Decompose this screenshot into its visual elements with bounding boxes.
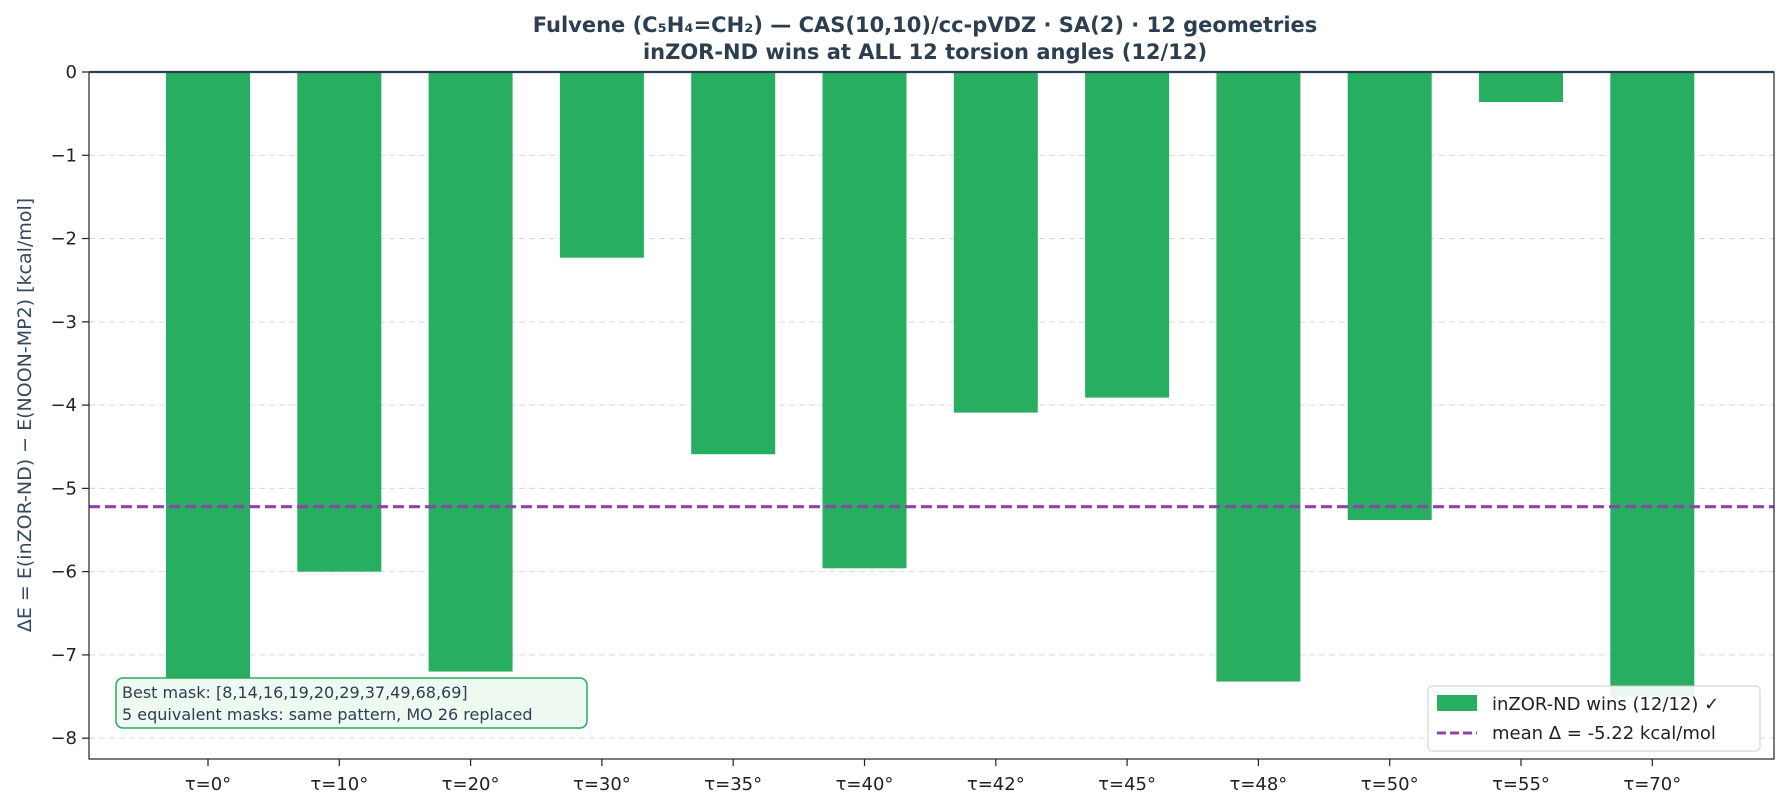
legend-label-mean: mean Δ = -5.22 kcal/mol xyxy=(1492,723,1716,744)
y-tick-label: 0 xyxy=(66,62,77,83)
legend-frame xyxy=(1427,685,1761,752)
x-tick-label: τ=45° xyxy=(1098,774,1156,795)
x-tick-label: τ=30° xyxy=(573,774,631,795)
bar xyxy=(297,72,382,572)
legend: inZOR-ND wins (12/12) ✓ mean Δ = -5.22 k… xyxy=(1427,685,1761,752)
y-tick-label: −7 xyxy=(50,645,77,666)
annotation-line-2: 5 equivalent masks: same pattern, MO 26 … xyxy=(122,705,533,724)
bar xyxy=(822,72,907,569)
bar xyxy=(1479,72,1563,102)
y-tick-label: −8 xyxy=(50,728,77,749)
y-tick-label: −2 xyxy=(50,229,77,250)
bar xyxy=(1216,72,1301,682)
y-tick-label: −1 xyxy=(50,145,77,166)
bar xyxy=(1610,72,1695,697)
x-tick-label: τ=40° xyxy=(836,774,894,795)
x-tick-label: τ=0° xyxy=(185,774,231,795)
chart-subtitle: inZOR-ND wins at ALL 12 torsion angles (… xyxy=(643,40,1207,64)
y-tick-label: −4 xyxy=(50,395,77,416)
bar xyxy=(559,72,644,258)
legend-swatch-bars xyxy=(1437,695,1477,711)
chart-title: Fulvene (C₅H₄=CH₂) — CAS(10,10)/cc-pVDZ … xyxy=(533,13,1318,37)
bars xyxy=(166,72,1695,697)
x-tick-label: τ=42° xyxy=(967,774,1025,795)
x-tick-label: τ=55° xyxy=(1492,774,1550,795)
x-tick-label: τ=70° xyxy=(1623,774,1681,795)
bar xyxy=(166,72,250,697)
y-axis-ticks: 0 −1 −2 −3 −4 −5 −6 −7 −8 xyxy=(50,62,89,749)
bar xyxy=(953,72,1038,413)
bar xyxy=(691,72,776,455)
bar xyxy=(428,72,513,672)
x-tick-label: τ=50° xyxy=(1361,774,1419,795)
annotation-frame xyxy=(115,677,588,729)
annotation-line-1: Best mask: [8,14,16,19,20,29,37,49,68,69… xyxy=(122,683,468,702)
y-tick-label: −3 xyxy=(50,312,77,333)
annotation-box: Best mask: [8,14,16,19,20,29,37,49,68,69… xyxy=(115,677,588,729)
bar xyxy=(1347,72,1432,521)
x-tick-label: τ=35° xyxy=(704,774,762,795)
x-tick-label: τ=20° xyxy=(442,774,500,795)
legend-label-bars: inZOR-ND wins (12/12) ✓ xyxy=(1492,694,1719,715)
x-tick-label: τ=10° xyxy=(310,774,368,795)
y-tick-label: −5 xyxy=(50,478,77,499)
bar xyxy=(1085,72,1170,398)
y-axis-label: ΔE = E(inZOR-ND) − E(NOON-MP2) [kcal/mol… xyxy=(14,198,36,632)
x-tick-label: τ=48° xyxy=(1229,774,1287,795)
x-axis-ticks: τ=0° τ=10° τ=20° τ=30° τ=35° τ=40° τ=42° τ=45° τ… xyxy=(185,759,1681,795)
y-tick-label: −6 xyxy=(50,562,77,583)
